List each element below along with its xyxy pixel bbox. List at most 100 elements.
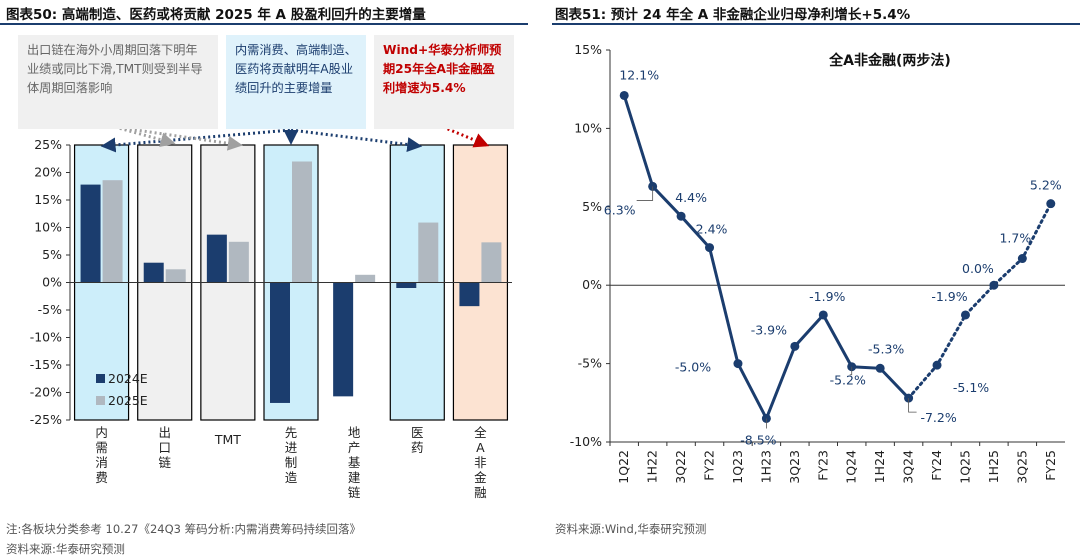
left-panel-title: 图表50: 高端制造、医药或将贡献 2025 年 A 股盈利回升的主要增量 bbox=[6, 7, 426, 23]
bar-category-label-0: 内需消费 bbox=[95, 425, 108, 485]
bar-2025E-3 bbox=[292, 161, 312, 283]
bar-2025E-2 bbox=[228, 241, 249, 283]
bar-y-tick-label: -20% bbox=[30, 385, 62, 400]
bar-y-tick-label: -10% bbox=[30, 330, 62, 345]
line-data-label-1H23: -8.5% bbox=[740, 432, 776, 447]
legend-label-2024E: 2024E bbox=[108, 371, 148, 386]
line-point-3Q23 bbox=[790, 341, 800, 351]
line-y-tick-label: -10% bbox=[570, 434, 602, 449]
line-x-tick-label-12: 1Q25 bbox=[957, 450, 972, 484]
right-panel-title: 图表51: 预计 24 年全 A 非金融企业归母净利增长+5.4% bbox=[555, 7, 911, 23]
line-data-label-1H24: -5.3% bbox=[868, 341, 904, 356]
line-x-tick-label-2: 3Q22 bbox=[673, 450, 688, 484]
line-data-label-1H22: 6.3% bbox=[604, 202, 636, 217]
arrow-to-pharma bbox=[290, 128, 423, 152]
bar-2024E-0 bbox=[80, 184, 101, 283]
bar-y-tick-label: -15% bbox=[30, 357, 62, 372]
line-data-label-FY22: 2.4% bbox=[696, 222, 728, 237]
callout-growth-sectors: 内需消费、高端制造、医药将贡献明年A股业绩回升的主要增量 bbox=[226, 35, 366, 129]
arrow-to-export bbox=[114, 125, 176, 148]
line-leader-3Q24 bbox=[908, 398, 917, 413]
line-data-label-3Q22: 4.4% bbox=[675, 190, 707, 205]
line-actual-series bbox=[622, 95, 910, 423]
line-data-label-FY24: -5.1% bbox=[953, 380, 989, 395]
bar-category-label-2: TMT bbox=[214, 432, 241, 447]
line-point-FY24 bbox=[932, 360, 942, 370]
bar-2025E-4 bbox=[355, 274, 376, 283]
bar-y-tick-label: 5% bbox=[42, 247, 62, 262]
left-source: 资料来源:华泰研究预测 bbox=[6, 542, 125, 556]
callout-all-a-forecast: Wind+华泰分析师预期25年全A非金融盈利增速为5.4% bbox=[374, 35, 514, 129]
line-x-tick-label-1: 1H22 bbox=[645, 450, 660, 483]
line-data-label-1H25: 0.0% bbox=[962, 261, 994, 276]
line-point-3Q22 bbox=[676, 211, 686, 221]
line-x-tick-label-10: 3Q24 bbox=[901, 450, 916, 484]
bar-2024E-2 bbox=[206, 234, 227, 283]
left-note: 注:各板块分类参考 10.27《24Q3 筹码分析:内需消费筹码持续回落》 bbox=[6, 522, 361, 536]
line-y-tick-label: -5% bbox=[578, 356, 602, 371]
profit-growth-line-chart: 全A非金融(两步法) 15% 10% 5% 0% -5% -10% 1Q22 1H22 3Q22 F… bbox=[570, 42, 1065, 484]
bar-y-tick-label: 20% bbox=[34, 165, 62, 180]
line-forecast-series bbox=[907, 202, 1053, 400]
line-point-1Q25 bbox=[960, 310, 970, 320]
line-x-tick-label-5: 1H23 bbox=[758, 450, 773, 483]
sector-growth-bar-chart: 25% 20% 15% 10% 5% 0% -5% -10% -15% -20% -25% 内需消费 出… bbox=[30, 125, 512, 500]
bar-category-label-6: 全 A 非金融 bbox=[474, 425, 487, 500]
bar-y-tick-label: -25% bbox=[30, 412, 62, 427]
line-x-tick-label-14: 3Q25 bbox=[1014, 450, 1029, 484]
bar-2024E-5 bbox=[396, 282, 417, 288]
line-data-label-1Q22: 12.1% bbox=[619, 67, 659, 82]
arrow-to-tmt bbox=[114, 125, 243, 151]
line-y-tick-label: 15% bbox=[574, 42, 602, 57]
line-y-tick-label: 5% bbox=[582, 199, 602, 214]
line-point-1H25 bbox=[989, 280, 999, 290]
line-x-tick-label-8: 1Q24 bbox=[844, 450, 859, 484]
bar-category-label-5: 医药 bbox=[411, 425, 424, 455]
bar-category-label-3: 先进制造 bbox=[285, 425, 298, 485]
bar-2025E-1 bbox=[165, 269, 186, 283]
line-point-1Q22 bbox=[619, 90, 629, 100]
bar-y-tick-label: -5% bbox=[38, 302, 62, 317]
line-chart-title: 全A非金融(两步法) bbox=[828, 52, 951, 69]
line-point-1H24 bbox=[875, 363, 885, 373]
right-title-rule bbox=[552, 23, 1080, 25]
legend-swatch-2024E bbox=[96, 374, 105, 383]
line-data-label-3Q24: -7.2% bbox=[920, 410, 956, 425]
line-x-tick-label-15: FY25 bbox=[1043, 450, 1058, 481]
bar-y-tick-label: 0% bbox=[42, 275, 62, 290]
line-x-tick-label-7: FY23 bbox=[815, 450, 830, 481]
line-y-tick-label: 0% bbox=[582, 277, 602, 292]
line-data-label-FY23: -1.9% bbox=[809, 289, 845, 304]
line-data-label-1Q23: -5.0% bbox=[675, 360, 711, 375]
bar-2025E-5 bbox=[418, 222, 439, 283]
right-source: 资料来源:Wind,华泰研究预测 bbox=[555, 522, 707, 536]
bar-2025E-0 bbox=[102, 180, 123, 283]
bar-2024E-1 bbox=[143, 262, 164, 283]
line-data-label-3Q23: -3.9% bbox=[751, 322, 787, 337]
line-x-tick-label-13: 1H25 bbox=[986, 450, 1001, 483]
line-point-FY25 bbox=[1046, 199, 1056, 209]
left-title-rule bbox=[0, 23, 528, 25]
line-point-FY23 bbox=[818, 310, 828, 320]
legend-label-2025E: 2025E bbox=[108, 393, 148, 408]
line-y-tick-label: 10% bbox=[574, 120, 602, 135]
line-x-tick-label-3: FY22 bbox=[702, 450, 717, 481]
arrow-to-consumption bbox=[100, 128, 292, 153]
arrow-to-all-a bbox=[442, 125, 490, 148]
line-x-tick-label-9: 1H24 bbox=[872, 450, 887, 483]
line-data-label-3Q25: 1.7% bbox=[999, 231, 1031, 246]
bar-2024E-6 bbox=[459, 282, 480, 307]
line-x-tick-label-6: 3Q23 bbox=[787, 450, 802, 484]
bar-2024E-4 bbox=[333, 282, 354, 397]
line-leader-1H22 bbox=[636, 186, 654, 201]
bar-category-label-1: 出口链 bbox=[158, 425, 171, 470]
line-x-tick-label-4: 1Q23 bbox=[730, 450, 745, 484]
line-data-label-1Q25: -1.9% bbox=[931, 289, 967, 304]
line-point-FY22 bbox=[705, 243, 715, 253]
line-point-1Q23 bbox=[733, 359, 743, 369]
line-x-tick-label-0: 1Q22 bbox=[616, 450, 631, 484]
line-data-label-1Q24: -5.2% bbox=[830, 373, 866, 388]
line-x-tick-label-11: FY24 bbox=[929, 450, 944, 481]
line-data-label-FY25: 5.2% bbox=[1030, 178, 1062, 193]
callout-export-tmt: 出口链在海外小周期回落下明年业绩或同比下滑,TMT则受到半导体周期回落影响 bbox=[18, 35, 218, 129]
